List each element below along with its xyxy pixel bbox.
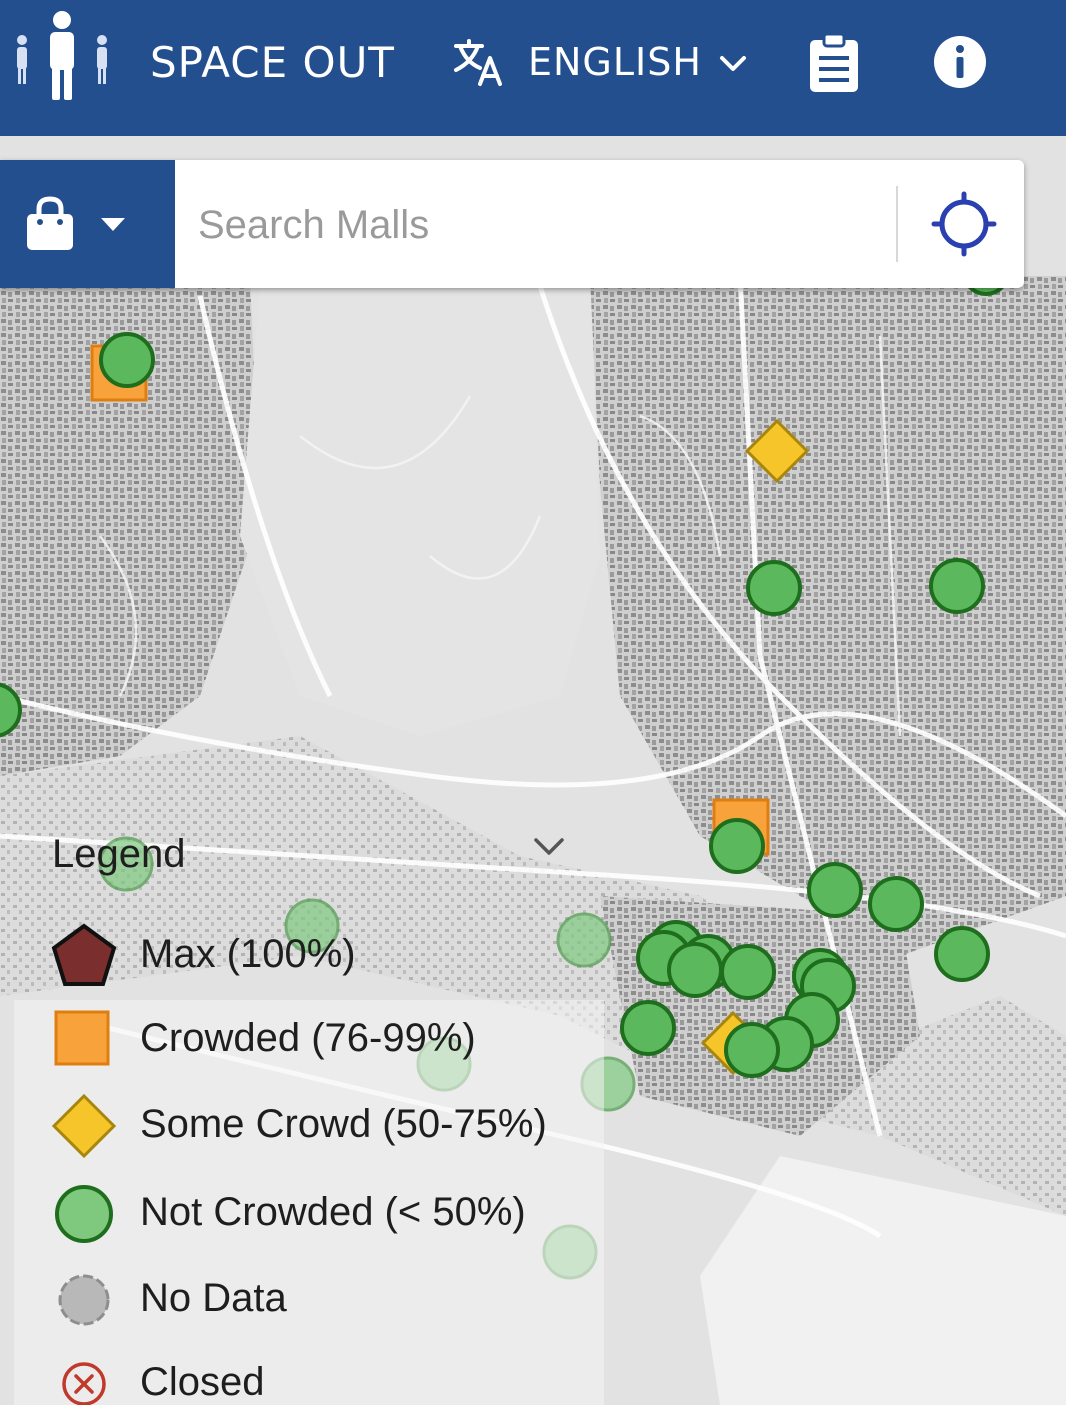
legend-item-no-data: No Data [14, 1266, 604, 1336]
dashed-circle-icon [58, 1274, 110, 1326]
translate-icon [454, 39, 502, 86]
not-crowded-marker [284, 898, 340, 954]
app-header: SPACE OUT ENGLISH [0, 0, 1066, 136]
diamond-icon [51, 1093, 117, 1159]
legend-label: Some Crowd (50-75%) [140, 1102, 547, 1146]
square-icon [54, 1010, 110, 1066]
search-input[interactable] [196, 194, 880, 256]
legend-title: Legend [52, 832, 186, 876]
app-title: SPACE OUT [150, 38, 395, 87]
not-crowded-marker [724, 1022, 780, 1078]
pentagon-icon [51, 923, 117, 986]
not-crowded-marker [620, 1000, 676, 1056]
clipboard-list-icon[interactable] [806, 32, 862, 94]
legend-item-closed: Closed [14, 1350, 604, 1405]
language-label: ENGLISH [528, 40, 702, 84]
search-divider [896, 186, 898, 262]
legend-item-some-crowd: Some Crowd (50-75%) [14, 1092, 604, 1162]
shopping-bag-icon [27, 196, 73, 250]
map-legend: Legend Max (100%) Crowded (76-99%) Some … [14, 800, 604, 1405]
language-selector[interactable]: ENGLISH [452, 34, 752, 94]
legend-label: Crowded (76-99%) [140, 1016, 476, 1060]
legend-collapse-chevron-icon[interactable] [532, 832, 566, 860]
close-circle-icon [62, 1362, 106, 1405]
not-crowded-marker [720, 944, 776, 1000]
not-crowded-marker [709, 818, 765, 874]
not-crowded-marker [868, 876, 924, 932]
legend-label: Max (100%) [140, 932, 356, 976]
not-crowded-marker [807, 862, 863, 918]
legend-label: Not Crowded (< 50%) [140, 1190, 526, 1234]
chevron-down-icon [720, 56, 746, 71]
legend-label: No Data [140, 1276, 287, 1320]
caret-down-icon [101, 218, 125, 231]
not-crowded-marker [556, 912, 612, 968]
not-crowded-marker [98, 836, 154, 892]
circle-icon [55, 1185, 113, 1243]
legend-item-max: Max (100%) [14, 922, 604, 992]
not-crowded-marker [934, 926, 990, 982]
search-bar [0, 160, 1024, 288]
mall-category-button[interactable] [0, 160, 175, 288]
legend-item-crowded: Crowded (76-99%) [14, 1006, 604, 1076]
legend-label: Closed [140, 1360, 265, 1404]
not-crowded-marker [667, 942, 723, 998]
not-crowded-marker [99, 332, 155, 388]
not-crowded-marker [929, 558, 985, 614]
crosshair-locate-icon[interactable] [930, 190, 998, 258]
legend-item-not-crowded: Not Crowded (< 50%) [14, 1180, 604, 1250]
info-icon[interactable] [932, 34, 988, 90]
not-crowded-marker [746, 560, 802, 616]
legend-background [14, 1000, 604, 1405]
some-crowd-marker[interactable] [744, 418, 810, 484]
not-crowded-markers [0, 248, 1010, 1280]
not-crowded-marker [0, 682, 22, 738]
people-distancing-icon [17, 11, 107, 100]
